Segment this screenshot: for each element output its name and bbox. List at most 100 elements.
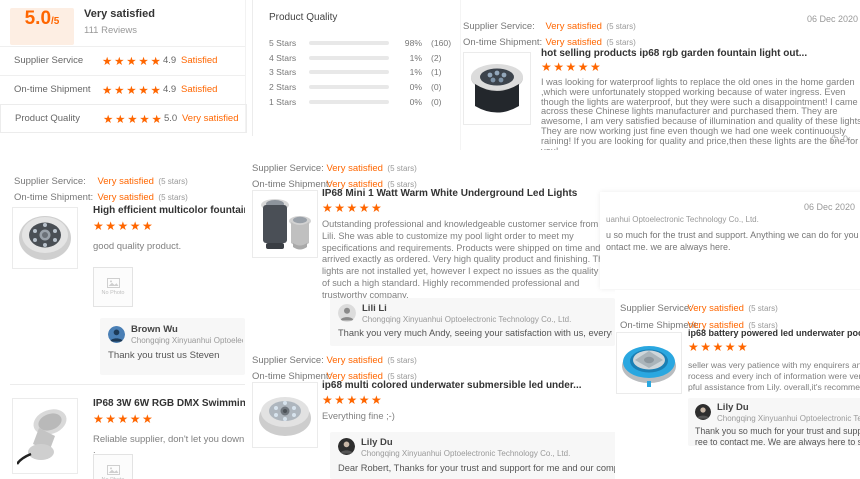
summary-row-supplier-service: Supplier Service ★★★★★ 4.9 Satisfied bbox=[0, 46, 245, 75]
product-photo[interactable] bbox=[252, 190, 318, 258]
underground-light-image bbox=[471, 63, 523, 112]
breakdown-row: 5 Stars 98% (160) bbox=[269, 36, 454, 51]
breakdown-row-label: 1 Stars bbox=[269, 96, 297, 107]
seller-reply: Lili Li Chongqing Xinyuanhui Optoelectro… bbox=[330, 298, 615, 346]
summary-row-value: 4.9 bbox=[163, 84, 177, 95]
like-button[interactable]: 0 bbox=[829, 133, 848, 144]
star-rating-icon: ★★★★★ bbox=[102, 85, 163, 97]
thumbs-up-icon bbox=[829, 134, 839, 143]
summary-row-product-quality[interactable]: Product Quality ★★★★★ 5.0 Very satisfied bbox=[0, 104, 247, 133]
on-time-label: On-time Shipment: bbox=[620, 320, 700, 331]
overall-verdict: Very satisfied bbox=[84, 8, 155, 20]
divider bbox=[10, 384, 245, 385]
star-rating-icon: ★★★★★ bbox=[93, 219, 155, 233]
review-body-line: pful assistance from Lily. overall,it's … bbox=[688, 382, 860, 392]
review-date: 06 Dec 2020 bbox=[807, 14, 859, 24]
mini-underground-lights-image bbox=[261, 199, 311, 250]
review-card-pool-spotlight: IP68 3W 6W RGB DMX Swimming Pool ( ★★★★★… bbox=[0, 390, 245, 479]
breakdown-row-percent: 1% bbox=[409, 67, 422, 78]
star-rating-icon: ★★★★★ bbox=[322, 393, 384, 407]
reply-author: Lili Li bbox=[362, 303, 387, 314]
summary-row-label: Supplier Service bbox=[14, 55, 84, 66]
star-rating-icon: ★★★★★ bbox=[93, 412, 155, 426]
breakdown-row-label: 4 Stars bbox=[269, 52, 297, 63]
five-stars-note: (5 stars) bbox=[387, 356, 417, 365]
product-photo[interactable] bbox=[252, 382, 318, 448]
breakdown-row-percent: 98% bbox=[404, 38, 422, 49]
product-title-link[interactable]: IP68 3W 6W RGB DMX Swimming Pool ( bbox=[93, 398, 245, 409]
product-photo[interactable] bbox=[12, 398, 78, 474]
breakdown-row-count: (1) bbox=[431, 67, 442, 78]
reply-company: Chongqing Xinyuanhui Optoelectronic Tech… bbox=[717, 414, 860, 423]
no-photo-label: No Photo bbox=[102, 477, 125, 479]
rating-summary-card: 5.0/5 Very satisfied 111 Reviews Supplie… bbox=[0, 0, 247, 133]
supplier-service-value: Very satisfied bbox=[545, 21, 602, 32]
summary-row-verdict: Satisfied bbox=[181, 55, 218, 66]
review-body: Everything fine ;-) bbox=[322, 411, 395, 421]
summary-row-label: On-time Shipment bbox=[14, 84, 91, 95]
reply-author: Lily Du bbox=[361, 437, 393, 448]
reply-fragment-card: 06 Dec 2020 uanhui Optoelectronic Techno… bbox=[600, 192, 860, 289]
no-photo-placeholder: No Photo bbox=[93, 267, 133, 307]
breakdown-row-label: 2 Stars bbox=[269, 82, 297, 93]
reply-text-line: u so much for the trust and support. Any… bbox=[606, 230, 860, 240]
reply-text-line: ontact me. we are always here. bbox=[606, 242, 731, 252]
review-body: I was looking for waterproof lights to r… bbox=[541, 77, 860, 155]
product-title-link[interactable]: ip68 battery powered led underwater pool… bbox=[688, 328, 860, 338]
breakdown-bar bbox=[309, 85, 389, 90]
product-title-link[interactable]: IP68 Mini 1 Watt Warm White Underground … bbox=[322, 188, 578, 199]
product-photo[interactable] bbox=[616, 332, 682, 394]
breakdown-bar bbox=[309, 41, 389, 46]
reply-text: Dear Robert, Thanks for your trust and s… bbox=[338, 463, 616, 473]
supplier-service-label: Supplier Service: bbox=[14, 176, 86, 187]
summary-row-verdict: Very satisfied bbox=[182, 113, 239, 124]
product-title-link[interactable]: High efficient multicolor fountain decor… bbox=[93, 205, 245, 216]
star-rating-icon: ★★★★★ bbox=[322, 201, 384, 215]
review-card-fountain-light: Supplier Service: Very satisfied (5 star… bbox=[0, 155, 245, 386]
supplier-service-label: Supplier Service: bbox=[252, 163, 324, 174]
supplier-service-value: Very satisfied bbox=[326, 355, 383, 366]
review-card-garden-light: 06 Dec 2020 Supplier Service: Very satis… bbox=[460, 0, 860, 156]
product-photo[interactable] bbox=[12, 207, 78, 269]
quality-breakdown-card: Product Quality 5 Stars 98% (160) 4 Stars 1%… bbox=[252, 0, 461, 136]
five-stars-note: (5 stars) bbox=[158, 177, 188, 186]
review-body-line: seller was very patience with my enquire… bbox=[688, 360, 860, 370]
reply-company-fragment: uanhui Optoelectronic Technology Co., Lt… bbox=[606, 215, 759, 224]
avatar bbox=[338, 304, 356, 322]
avatar bbox=[108, 326, 125, 343]
five-stars-note: (5 stars) bbox=[387, 164, 417, 173]
breakdown-row-count: (0) bbox=[431, 82, 442, 93]
fountain-ring-light-image bbox=[19, 216, 71, 260]
review-body: Outstanding professional and knowledgeab… bbox=[322, 219, 609, 300]
reply-company: Chongqing Xinyuanhui Optoelectronic Tech… bbox=[361, 449, 571, 458]
star-rating-icon: ★★★★★ bbox=[102, 56, 163, 68]
on-time-value: Very satisfied bbox=[545, 37, 602, 48]
product-title-link[interactable]: hot selling products ip68 rgb garden fou… bbox=[541, 48, 808, 59]
reply-text-line: Thank you so much for your trust and sup… bbox=[695, 426, 860, 436]
five-stars-note: (5 stars) bbox=[606, 38, 636, 47]
avatar bbox=[695, 404, 711, 420]
product-title-link[interactable]: ip68 multi colored underwater submersibl… bbox=[322, 380, 582, 391]
spotlight-image bbox=[17, 409, 67, 465]
breakdown-title: Product Quality bbox=[269, 12, 338, 23]
reply-company: Chongqing Xinyuanhui Optoelectronic Tech… bbox=[131, 336, 243, 345]
breakdown-row-count: (160) bbox=[431, 38, 452, 49]
breakdown-row: 4 Stars 1% (2) bbox=[269, 51, 454, 66]
supplier-service-label: Supplier Service: bbox=[620, 303, 692, 314]
on-time-value: Very satisfied bbox=[687, 320, 744, 331]
on-time-label: On-time Shipment: bbox=[252, 179, 332, 190]
review-card-center: Supplier Service: Very satisfied (5 star… bbox=[248, 150, 620, 479]
product-photo[interactable] bbox=[463, 52, 531, 125]
star-rating-icon: ★★★★★ bbox=[103, 114, 164, 126]
seller-reply: Lily Du Chongqing Xinyuanhui Optoelectro… bbox=[330, 432, 620, 479]
summary-row-value: 5.0 bbox=[164, 113, 178, 124]
review-date: 06 Dec 2020 bbox=[804, 202, 856, 212]
five-stars-note: (5 stars) bbox=[748, 304, 778, 313]
supplier-service-value: Very satisfied bbox=[97, 176, 154, 187]
reply-author: Lily Du bbox=[717, 402, 749, 413]
image-placeholder-icon bbox=[106, 465, 120, 475]
reply-text-line: ree to contact me. We are always here to… bbox=[695, 437, 860, 447]
seller-reply: Brown Wu Chongqing Xinyuanhui Optoelectr… bbox=[100, 318, 245, 375]
reply-author: Brown Wu bbox=[131, 324, 178, 335]
